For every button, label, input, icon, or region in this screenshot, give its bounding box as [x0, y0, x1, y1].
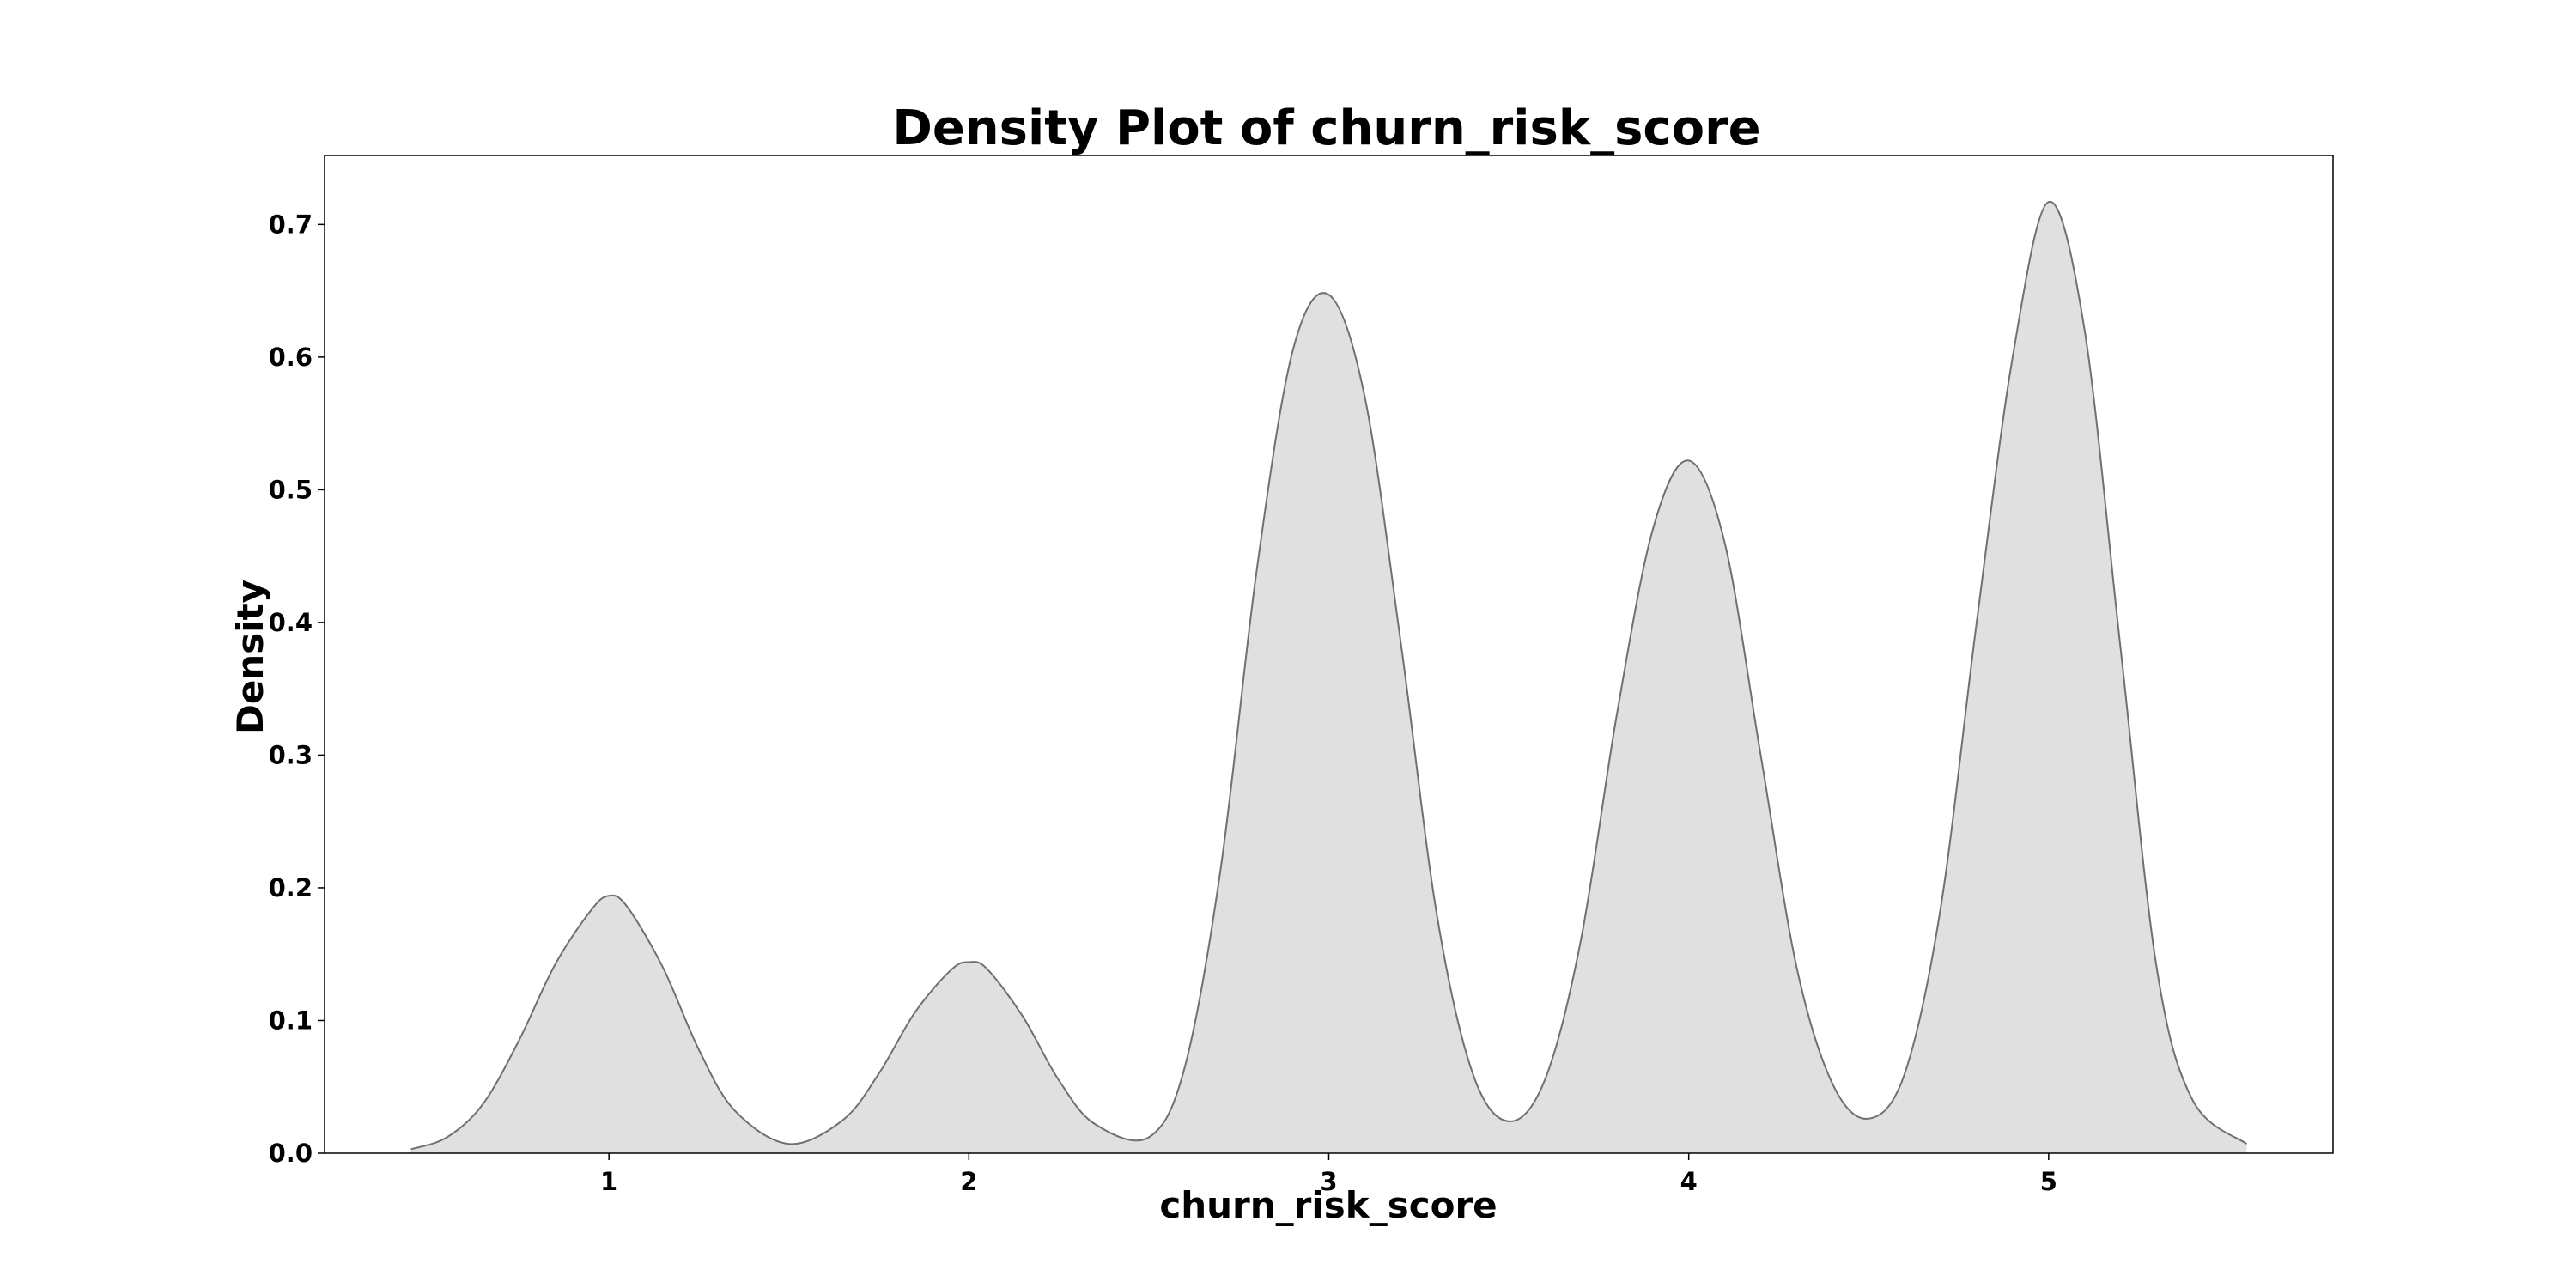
x-tick-label: 2: [960, 1167, 977, 1196]
y-axis-label: Density: [229, 580, 271, 734]
x-tick-label: 1: [600, 1167, 617, 1196]
x-axis-label: churn_risk_score: [1159, 1184, 1497, 1226]
density-curve-line: [410, 201, 2248, 1151]
chart-title: Density Plot of churn_risk_score: [892, 100, 1760, 156]
y-tick-label: 0.7: [269, 210, 313, 239]
x-tick-label: 4: [1680, 1167, 1698, 1196]
y-tick-label: 0.1: [269, 1005, 313, 1035]
plot-area: [410, 201, 2248, 1153]
y-tick-label: 0.3: [269, 740, 313, 769]
y-tick-label: 0.2: [269, 873, 313, 902]
y-tick-label: 0.4: [269, 608, 313, 637]
y-tick-label: 0.5: [269, 475, 313, 504]
y-axis-ticks: 0.0 0.1 0.2 0.3 0.4 0.5 0.6 0.7: [269, 210, 325, 1168]
density-area-fill: [410, 201, 2247, 1153]
x-tick-label: 3: [1320, 1167, 1337, 1196]
y-tick-label: 0.6: [269, 343, 313, 372]
x-tick-label: 5: [2040, 1167, 2057, 1196]
y-tick-label: 0.0: [269, 1139, 313, 1168]
x-axis-ticks: 1 2 3 4 5: [600, 1153, 2057, 1196]
